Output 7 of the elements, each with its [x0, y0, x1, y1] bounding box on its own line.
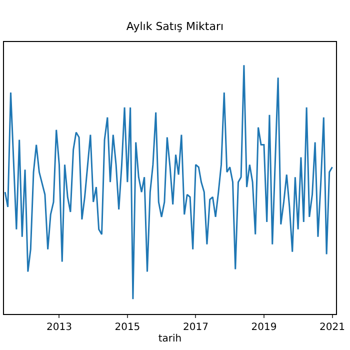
- x-tick-label: 2017: [183, 322, 208, 333]
- x-tick-label: 2019: [251, 322, 277, 333]
- x-tick-label: 2013: [46, 322, 72, 333]
- x-tick-label: 2021: [320, 322, 345, 333]
- chart-title: Aylık Satış Miktarı: [126, 20, 224, 33]
- x-tick-label: 2015: [114, 322, 140, 333]
- x-axis-title: tarih: [158, 334, 182, 344]
